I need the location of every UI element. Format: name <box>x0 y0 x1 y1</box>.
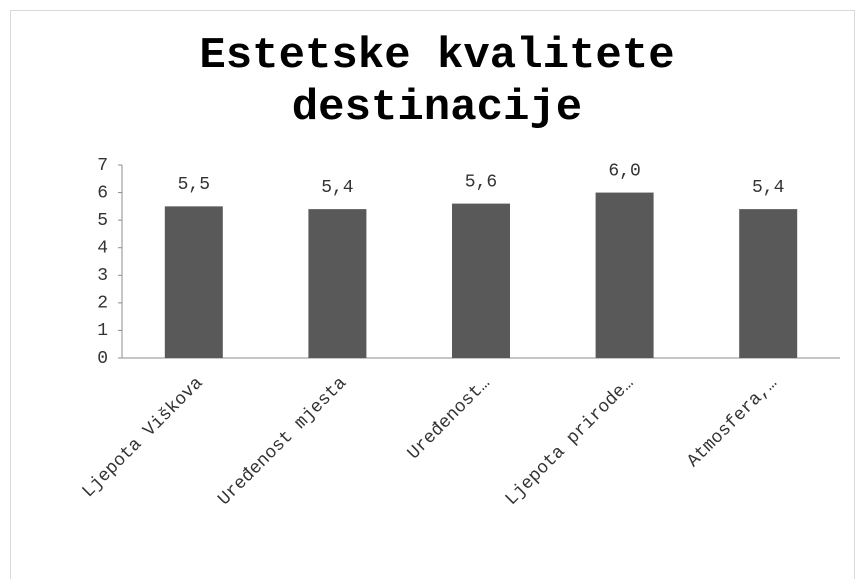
data-label: 5,4 <box>752 178 784 198</box>
bar <box>739 209 798 358</box>
y-tick-label: 5 <box>97 211 108 231</box>
chart-title: Estetske kvalitete destinacije <box>199 31 675 133</box>
y-tick-label: 7 <box>97 156 108 176</box>
data-label: 6,0 <box>608 161 640 181</box>
y-tick-label: 4 <box>97 238 108 258</box>
data-label: 5,4 <box>321 178 353 198</box>
bar <box>595 192 654 358</box>
x-tick-label: Ljepota Viškova <box>79 373 208 502</box>
x-tick-label: Ljepota prirode… <box>502 373 638 509</box>
x-tick-label: Uređenost… <box>404 373 495 464</box>
bar <box>308 209 367 358</box>
x-tick-label: Uređenost mjesta <box>215 373 351 509</box>
data-label: 5,5 <box>178 175 210 195</box>
data-label: 5,6 <box>465 172 497 192</box>
chart-frame <box>10 10 855 579</box>
y-tick-label: 0 <box>97 349 108 369</box>
bar <box>452 203 510 358</box>
y-tick-label: 6 <box>97 183 108 203</box>
y-tick-label: 1 <box>97 321 108 341</box>
y-tick-label: 2 <box>97 294 108 314</box>
bar <box>164 206 223 358</box>
x-tick-label: Atmosfera,… <box>684 373 782 471</box>
y-tick-label: 3 <box>97 266 108 286</box>
